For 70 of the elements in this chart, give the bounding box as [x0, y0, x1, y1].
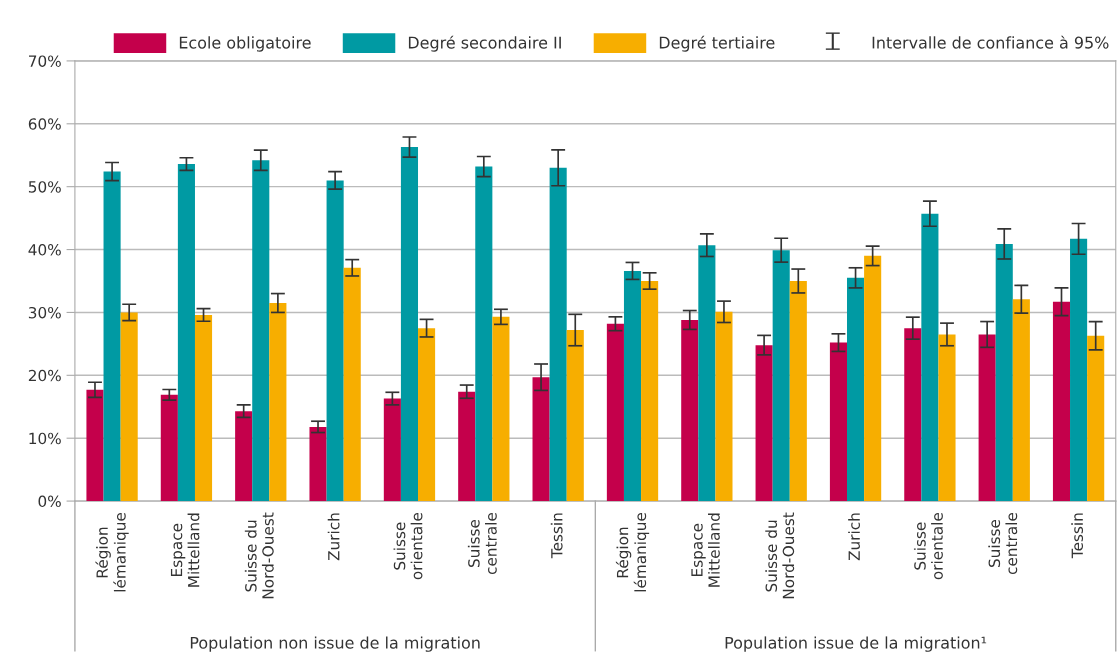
x-tick-label: Suisse orientale — [913, 513, 943, 580]
x-tick-label: Suisse du Nord-Ouest — [765, 512, 795, 599]
x-tick-label: Zurich — [327, 513, 340, 561]
bar — [269, 303, 287, 502]
bar — [532, 377, 550, 502]
bar — [160, 394, 178, 502]
bar — [566, 330, 584, 502]
x-tick-label: Suisse centrale — [467, 513, 497, 575]
x-tick-label: Espace Mittelland — [170, 513, 200, 587]
y-tick-label: 30% — [28, 306, 61, 319]
bar — [921, 213, 939, 502]
bar — [492, 316, 510, 502]
bar — [864, 255, 882, 502]
bar — [103, 171, 121, 502]
x-tick-label: Suisse centrale — [988, 513, 1018, 575]
text: Population non issue de la migration — [190, 636, 480, 652]
x-tick-label: Suisse du Nord-Ouest — [244, 512, 274, 599]
bar — [458, 391, 476, 502]
bar — [995, 243, 1013, 502]
bar — [549, 167, 567, 502]
bar — [715, 311, 733, 502]
bar — [938, 334, 956, 502]
x-tick-label: Région lémanique — [95, 513, 129, 592]
legend-label: Degré secondaire II — [408, 35, 561, 52]
bar — [1087, 335, 1105, 502]
y-tick-label: 0% — [38, 495, 61, 508]
bar — [641, 280, 659, 502]
bar — [326, 180, 344, 502]
legend-label: Ecole obligatoire — [179, 36, 311, 52]
bar — [252, 160, 270, 502]
x-tick-label: Région lémanique — [615, 513, 650, 592]
bar — [383, 398, 401, 502]
x-tick-label: Tessin — [1071, 513, 1084, 559]
bar — [235, 411, 253, 502]
bar — [120, 312, 138, 502]
bar — [475, 166, 493, 502]
y-tick-label: 50% — [28, 181, 61, 193]
bar — [1052, 301, 1071, 502]
bar — [606, 323, 624, 502]
bar — [789, 280, 807, 502]
bar — [698, 245, 716, 502]
bar — [681, 319, 699, 502]
text: Intervalle de confiance à 95% — [872, 35, 1109, 49]
y-tick-label: 40% — [28, 244, 61, 256]
x-tick-label: Suisse orientale — [393, 513, 423, 580]
bar — [772, 250, 790, 502]
x-tick-label: Zurich — [848, 513, 860, 561]
y-tick-label: 20% — [28, 369, 61, 382]
bar — [86, 389, 104, 502]
bar — [978, 334, 996, 502]
bar — [829, 342, 847, 502]
legend-label: Degré tertiaire — [659, 35, 775, 52]
y-tick-label: 60% — [28, 118, 61, 130]
bar — [847, 277, 865, 502]
y-tick-label: 70% — [29, 55, 61, 67]
text: Population issue de la migration¹ — [725, 636, 987, 652]
bar — [755, 345, 773, 502]
bar — [1012, 299, 1030, 502]
x-tick-label: Espace Mittelland — [691, 513, 720, 587]
bar — [194, 314, 213, 502]
bar — [1070, 238, 1088, 502]
bar — [904, 328, 922, 502]
y-tick-label: 10% — [29, 432, 61, 445]
bar — [623, 270, 642, 502]
bar — [177, 164, 195, 502]
bar — [400, 147, 419, 502]
bar — [309, 426, 327, 502]
bar — [343, 267, 361, 502]
bar — [418, 328, 436, 502]
x-tick-label: Tessin — [550, 513, 563, 559]
